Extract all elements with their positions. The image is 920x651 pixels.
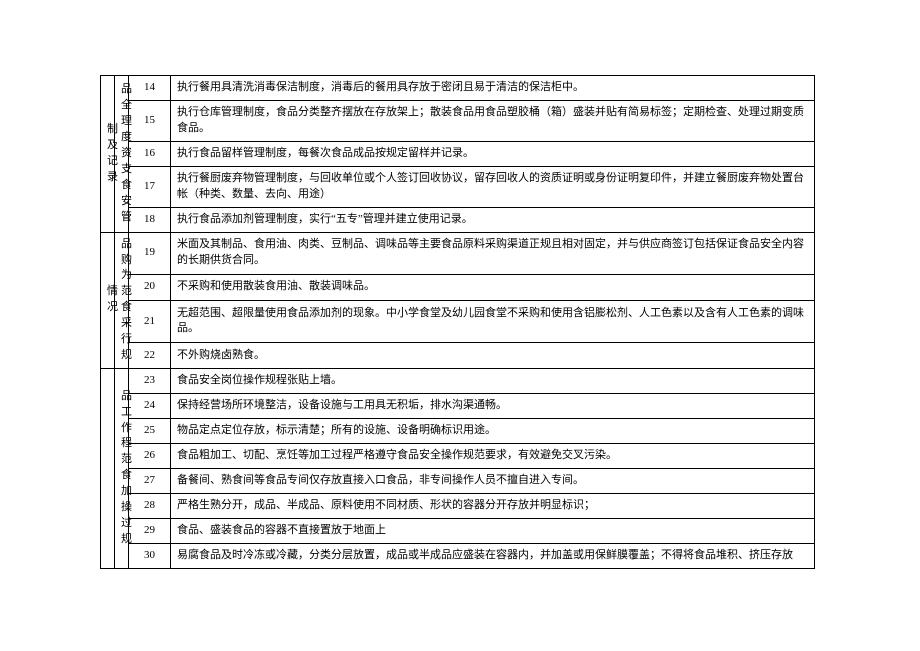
row-description: 物品定点定位存放，标示清楚；所有的设施、设备明确标识用途。 bbox=[171, 418, 815, 443]
section-outer-label: 制及记录 bbox=[101, 76, 115, 233]
table-row: 24保持经营场所环境整洁，设备设施与工用具无积垢，排水沟渠通畅。 bbox=[101, 394, 815, 419]
table-row: 30易腐食品及时冷冻或冷藏，分类分层放置，成品或半成品应盛装在容器内，并加盖或用… bbox=[101, 543, 815, 568]
row-description: 不采购和使用散装食用油、散装调味品。 bbox=[171, 274, 815, 300]
row-number: 17 bbox=[129, 166, 171, 207]
row-number: 20 bbox=[129, 274, 171, 300]
page: 制及记录品全理度资支食安管14执行餐用具清洗消毒保洁制度，消毒后的餐用具存放于密… bbox=[0, 0, 920, 651]
row-description: 严格生熟分开，成品、半成品、原料使用不同材质、形状的容器分开存放并明显标识； bbox=[171, 493, 815, 518]
row-description: 食品、盛装食品的容器不直接置放于地面上 bbox=[171, 518, 815, 543]
section-outer-label bbox=[101, 369, 115, 569]
table-row: 20不采购和使用散装食用油、散装调味品。 bbox=[101, 274, 815, 300]
table-row: 16执行食品留样管理制度，每餐次食品成品按规定留样并记录。 bbox=[101, 141, 815, 166]
row-number: 24 bbox=[129, 394, 171, 419]
table-row: 品工作程范食加操过规23食品安全岗位操作规程张贴上墙。 bbox=[101, 369, 815, 394]
row-description: 不外购烧卤熟食。 bbox=[171, 343, 815, 369]
row-number: 14 bbox=[129, 76, 171, 101]
row-number: 18 bbox=[129, 207, 171, 232]
row-number: 16 bbox=[129, 141, 171, 166]
row-number: 27 bbox=[129, 468, 171, 493]
row-description: 食品安全岗位操作规程张贴上墙。 bbox=[171, 369, 815, 394]
row-description: 执行食品留样管理制度，每餐次食品成品按规定留样并记录。 bbox=[171, 141, 815, 166]
row-description: 执行食品添加剂管理制度，实行“五专”管理并建立使用记录。 bbox=[171, 207, 815, 232]
table-row: 21无超范围、超限量使用食品添加剂的现象。中小学食堂及幼儿园食堂不采购和使用含铝… bbox=[101, 300, 815, 342]
row-description: 保持经营场所环境整洁，设备设施与工用具无积垢，排水沟渠通畅。 bbox=[171, 394, 815, 419]
row-number: 28 bbox=[129, 493, 171, 518]
row-number: 29 bbox=[129, 518, 171, 543]
row-number: 30 bbox=[129, 543, 171, 568]
table-row: 22不外购烧卤熟食。 bbox=[101, 343, 815, 369]
table-row: 15执行仓库管理制度，食品分类整齐摆放在存放架上；散装食品用食品塑胶桶（箱）盛装… bbox=[101, 100, 815, 141]
table-row: 27备餐间、熟食间等食品专间仅存放直接入口食品，非专间操作人员不擅自进入专间。 bbox=[101, 468, 815, 493]
row-description: 执行餐用具清洗消毒保洁制度，消毒后的餐用具存放于密闭且易于清洁的保洁柜中。 bbox=[171, 76, 815, 101]
table-row: 17执行餐厨废弃物管理制度，与回收单位或个人签订回收协议，留存回收人的资质证明或… bbox=[101, 166, 815, 207]
row-number: 21 bbox=[129, 300, 171, 342]
table-row: 制及记录品全理度资支食安管14执行餐用具清洗消毒保洁制度，消毒后的餐用具存放于密… bbox=[101, 76, 815, 101]
row-description: 备餐间、熟食间等食品专间仅存放直接入口食品，非专间操作人员不擅自进入专间。 bbox=[171, 468, 815, 493]
row-description: 米面及其制品、食用油、肉类、豆制品、调味品等主要食品原料采购渠道正规且相对固定，… bbox=[171, 232, 815, 274]
row-number: 15 bbox=[129, 100, 171, 141]
table-row: 18执行食品添加剂管理制度，实行“五专”管理并建立使用记录。 bbox=[101, 207, 815, 232]
table-row: 25物品定点定位存放，标示清楚；所有的设施、设备明确标识用途。 bbox=[101, 418, 815, 443]
row-number: 26 bbox=[129, 443, 171, 468]
row-number: 23 bbox=[129, 369, 171, 394]
row-description: 食品粗加工、切配、烹饪等加工过程严格遵守食品安全操作规范要求，有效避免交叉污染。 bbox=[171, 443, 815, 468]
section-inner-label: 品工作程范食加操过规 bbox=[115, 369, 129, 569]
row-description: 执行仓库管理制度，食品分类整齐摆放在存放架上；散装食品用食品塑胶桶（箱）盛装并贴… bbox=[171, 100, 815, 141]
section-outer-label: 情况 bbox=[101, 232, 115, 369]
row-number: 22 bbox=[129, 343, 171, 369]
table-row: 28严格生熟分开，成品、半成品、原料使用不同材质、形状的容器分开存放并明显标识； bbox=[101, 493, 815, 518]
regulations-table: 制及记录品全理度资支食安管14执行餐用具清洗消毒保洁制度，消毒后的餐用具存放于密… bbox=[100, 75, 815, 569]
row-description: 执行餐厨废弃物管理制度，与回收单位或个人签订回收协议，留存回收人的资质证明或身份… bbox=[171, 166, 815, 207]
table-row: 26食品粗加工、切配、烹饪等加工过程严格遵守食品安全操作规范要求，有效避免交叉污… bbox=[101, 443, 815, 468]
row-description: 无超范围、超限量使用食品添加剂的现象。中小学食堂及幼儿园食堂不采购和使用含铝膨松… bbox=[171, 300, 815, 342]
row-description: 易腐食品及时冷冻或冷藏，分类分层放置，成品或半成品应盛装在容器内，并加盖或用保鲜… bbox=[171, 543, 815, 568]
row-number: 19 bbox=[129, 232, 171, 274]
table-row: 29食品、盛装食品的容器不直接置放于地面上 bbox=[101, 518, 815, 543]
row-number: 25 bbox=[129, 418, 171, 443]
table-row: 情况品购为范食采行规19米面及其制品、食用油、肉类、豆制品、调味品等主要食品原料… bbox=[101, 232, 815, 274]
